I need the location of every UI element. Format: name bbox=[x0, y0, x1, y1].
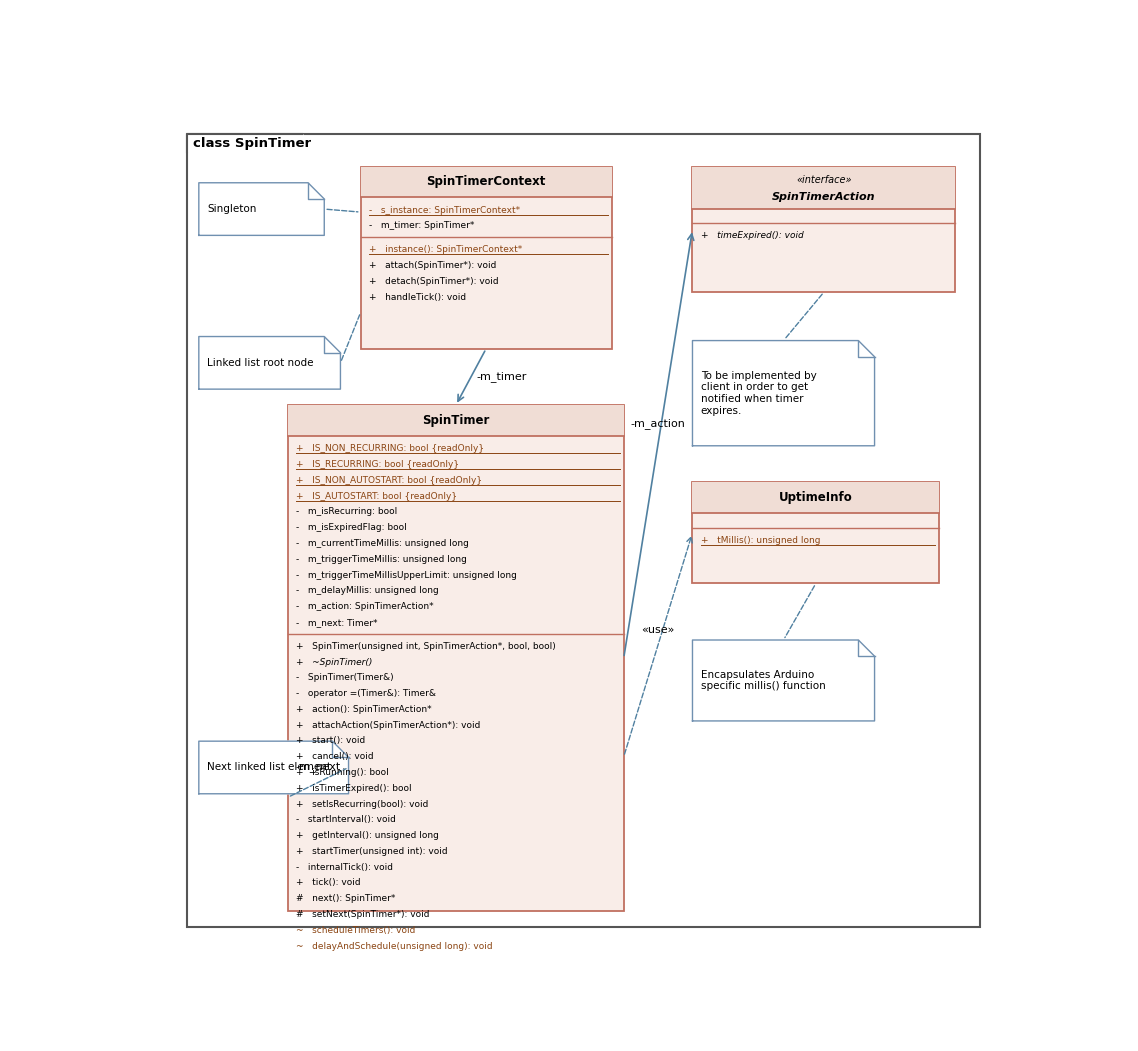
Bar bbox=[288, 406, 624, 911]
Text: +   isTimerExpired(): bool: + isTimerExpired(): bool bbox=[296, 784, 412, 792]
Text: -   m_isRecurring: bool: - m_isRecurring: bool bbox=[296, 508, 397, 516]
Text: +   action(): SpinTimerAction*: + action(): SpinTimerAction* bbox=[296, 705, 431, 714]
Text: Linked list root node: Linked list root node bbox=[207, 357, 313, 368]
Text: ~   delayAndSchedule(unsigned long): void: ~ delayAndSchedule(unsigned long): void bbox=[296, 942, 493, 950]
Text: Singleton: Singleton bbox=[207, 204, 256, 214]
Text: +   isRunning(): bool: + isRunning(): bool bbox=[296, 768, 389, 777]
Text: To be implemented by
client in order to get
notified when timer
expires.: To be implemented by client in order to … bbox=[701, 371, 816, 415]
Text: «use»: «use» bbox=[642, 625, 675, 635]
Text: class SpinTimer: class SpinTimer bbox=[193, 137, 312, 149]
Text: -   m_next: Timer*: - m_next: Timer* bbox=[296, 618, 378, 626]
Text: -   m_triggerTimeMillis: unsigned long: - m_triggerTimeMillis: unsigned long bbox=[296, 555, 467, 563]
Text: -m_action: -m_action bbox=[630, 418, 685, 429]
Bar bbox=[693, 167, 956, 209]
Polygon shape bbox=[199, 336, 340, 389]
Text: UptimeInfo: UptimeInfo bbox=[780, 491, 852, 504]
Text: ~   scheduleTimers(): void: ~ scheduleTimers(): void bbox=[296, 926, 415, 934]
Text: +   ~SpinTimer(): + ~SpinTimer() bbox=[296, 658, 372, 666]
Text: -   m_isExpiredFlag: bool: - m_isExpiredFlag: bool bbox=[296, 523, 406, 532]
Text: #   setNext(SpinTimer*): void: # setNext(SpinTimer*): void bbox=[296, 910, 429, 919]
Polygon shape bbox=[187, 135, 312, 152]
Text: -   startInterval(): void: - startInterval(): void bbox=[296, 816, 396, 824]
Text: «interface»: «interface» bbox=[797, 176, 851, 185]
Text: -m_timer: -m_timer bbox=[476, 372, 527, 383]
Text: -m_next: -m_next bbox=[296, 762, 340, 772]
Text: +   detach(SpinTimer*): void: + detach(SpinTimer*): void bbox=[369, 276, 498, 286]
Text: +   tick(): void: + tick(): void bbox=[296, 879, 361, 887]
Text: +   attach(SpinTimer*): void: + attach(SpinTimer*): void bbox=[369, 261, 496, 270]
Text: +   startTimer(unsigned int): void: + startTimer(unsigned int): void bbox=[296, 847, 447, 856]
Bar bbox=[288, 406, 624, 436]
Text: -   s_instance: SpinTimerContext*: - s_instance: SpinTimerContext* bbox=[369, 206, 520, 214]
Text: +   IS_NON_RECURRING: bool {readOnly}: + IS_NON_RECURRING: bool {readOnly} bbox=[296, 445, 484, 453]
Text: +   instance(): SpinTimerContext*: + instance(): SpinTimerContext* bbox=[369, 245, 522, 254]
Text: +   setIsRecurring(bool): void: + setIsRecurring(bool): void bbox=[296, 800, 428, 808]
Text: Next linked list element: Next linked list element bbox=[207, 762, 331, 772]
Polygon shape bbox=[693, 640, 875, 721]
Text: -   m_timer: SpinTimer*: - m_timer: SpinTimer* bbox=[369, 222, 475, 230]
Text: SpinTimer: SpinTimer bbox=[422, 414, 489, 427]
Bar bbox=[693, 166, 956, 292]
Text: +   start(): void: + start(): void bbox=[296, 737, 365, 745]
Text: +   attachAction(SpinTimerAction*): void: + attachAction(SpinTimerAction*): void bbox=[296, 721, 480, 729]
Bar bbox=[693, 482, 939, 513]
Text: Encapsulates Arduino
specific millis() function: Encapsulates Arduino specific millis() f… bbox=[701, 669, 825, 692]
Text: +   timeExpired(): void: + timeExpired(): void bbox=[701, 231, 803, 241]
Text: +   tMillis(): unsigned long: + tMillis(): unsigned long bbox=[701, 536, 820, 544]
Bar bbox=[693, 482, 939, 583]
Text: -   m_currentTimeMillis: unsigned long: - m_currentTimeMillis: unsigned long bbox=[296, 539, 469, 548]
Text: -   internalTick(): void: - internalTick(): void bbox=[296, 863, 393, 871]
Text: SpinTimerAction: SpinTimerAction bbox=[773, 192, 876, 202]
Text: -   m_action: SpinTimerAction*: - m_action: SpinTimerAction* bbox=[296, 602, 434, 611]
Text: -   m_triggerTimeMillisUpperLimit: unsigned long: - m_triggerTimeMillisUpperLimit: unsigne… bbox=[296, 571, 517, 579]
Bar bbox=[361, 167, 611, 198]
Text: SpinTimerContext: SpinTimerContext bbox=[427, 176, 546, 188]
Text: +   handleTick(): void: + handleTick(): void bbox=[369, 292, 465, 302]
Text: +   IS_RECURRING: bool {readOnly}: + IS_RECURRING: bool {readOnly} bbox=[296, 460, 459, 469]
Text: -   operator =(Timer&): Timer&: - operator =(Timer&): Timer& bbox=[296, 689, 436, 698]
Polygon shape bbox=[199, 741, 348, 794]
Text: -   m_delayMillis: unsigned long: - m_delayMillis: unsigned long bbox=[296, 586, 438, 595]
Text: +   IS_NON_AUTOSTART: bool {readOnly}: + IS_NON_AUTOSTART: bool {readOnly} bbox=[296, 476, 483, 485]
Text: -   SpinTimer(Timer&): - SpinTimer(Timer&) bbox=[296, 674, 394, 682]
Bar bbox=[361, 167, 611, 349]
Text: +   IS_AUTOSTART: bool {readOnly}: + IS_AUTOSTART: bool {readOnly} bbox=[296, 492, 457, 500]
Text: +   cancel(): void: + cancel(): void bbox=[296, 753, 373, 761]
Polygon shape bbox=[693, 341, 875, 446]
Text: +   SpinTimer(unsigned int, SpinTimerAction*, bool, bool): + SpinTimer(unsigned int, SpinTimerActio… bbox=[296, 642, 555, 651]
Text: #   next(): SpinTimer*: # next(): SpinTimer* bbox=[296, 894, 395, 903]
Text: +   getInterval(): unsigned long: + getInterval(): unsigned long bbox=[296, 831, 439, 840]
Polygon shape bbox=[199, 183, 324, 235]
